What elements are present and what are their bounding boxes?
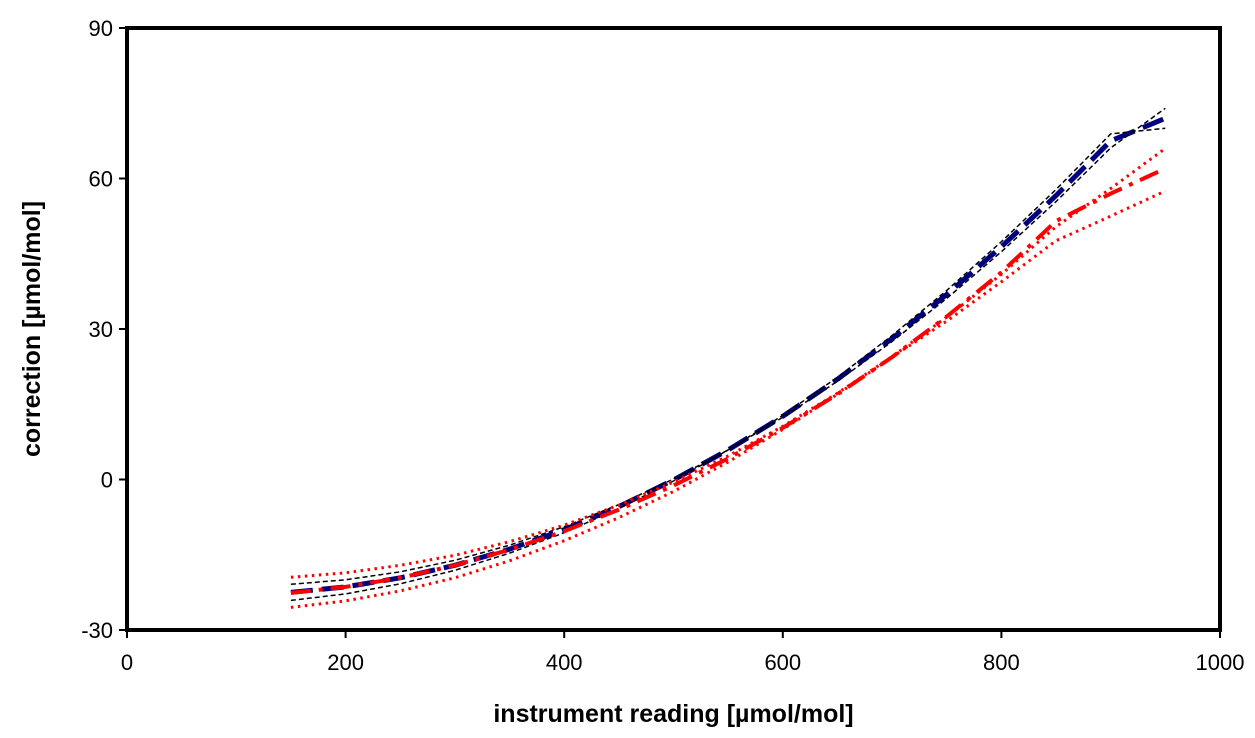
x-tick-label: 800 bbox=[983, 650, 1020, 675]
y-tick-label: 60 bbox=[89, 167, 113, 192]
x-tick-label: 400 bbox=[546, 650, 583, 675]
series-line-4 bbox=[290, 166, 1167, 595]
series-line-2 bbox=[290, 107, 1166, 586]
x-axis-title: instrument reading [µmol/mol] bbox=[493, 700, 853, 728]
series-line-5 bbox=[290, 147, 1167, 579]
y-axis-title: correction [µmol/mol] bbox=[18, 201, 46, 457]
x-tick-label: 600 bbox=[764, 650, 801, 675]
series-line-1 bbox=[290, 115, 1167, 595]
tick-layer: 0 200 400 600 800 1000 -30 0 30 60 90 bbox=[81, 16, 1244, 675]
x-tick-label: 200 bbox=[327, 650, 364, 675]
series-layer bbox=[290, 107, 1167, 609]
x-tick-label: 1000 bbox=[1196, 650, 1245, 675]
plot-area-frame bbox=[125, 26, 1222, 632]
y-tick-label: 30 bbox=[89, 317, 113, 342]
y-tick-label: -30 bbox=[81, 618, 113, 643]
y-tick-label: 0 bbox=[101, 468, 113, 493]
series-line-6 bbox=[290, 189, 1166, 609]
x-tick-label: 0 bbox=[121, 650, 133, 675]
y-tick-label: 90 bbox=[89, 16, 113, 41]
series-line-3 bbox=[290, 127, 1166, 602]
